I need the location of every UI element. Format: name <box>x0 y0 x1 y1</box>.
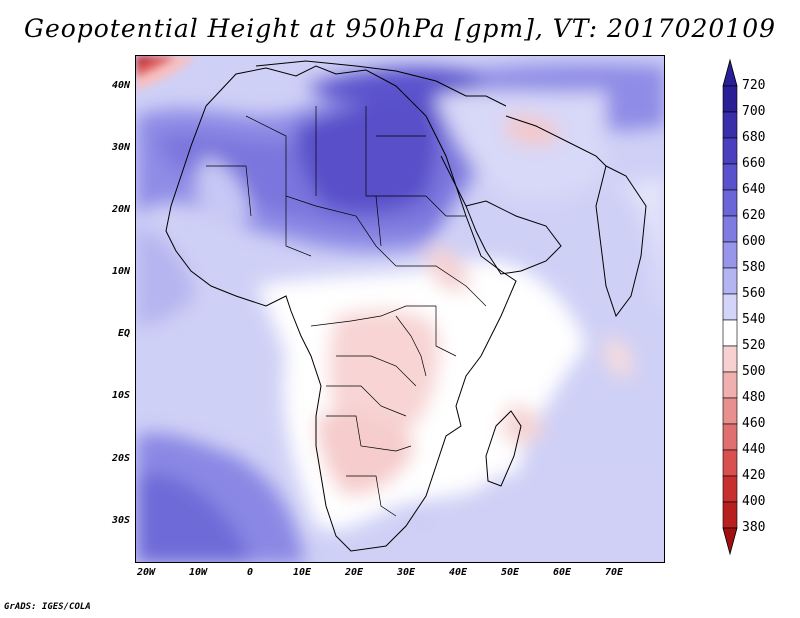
lon-label-50e: 50E <box>500 567 520 578</box>
colorbar-label-520: 520 <box>742 338 766 353</box>
colorbar-label-440: 440 <box>742 442 766 457</box>
lon-label-20w: 20W <box>136 567 156 578</box>
colorbar-label-460: 460 <box>742 416 766 431</box>
colorbar-swatch <box>722 215 738 243</box>
colorbar-swatch <box>722 345 738 373</box>
grads-credit: GrADS: IGES/COLA <box>4 602 91 612</box>
colorbar-label-660: 660 <box>742 156 766 171</box>
lat-label-10n: 10N <box>111 266 130 277</box>
colorbar-swatch <box>722 137 738 165</box>
colorbar-top-arrow <box>722 58 738 87</box>
lon-label-10e: 10E <box>292 567 312 578</box>
colorbar-swatch <box>722 293 738 321</box>
lon-label-0: 0 <box>246 567 254 578</box>
lat-label-10s: 10S <box>111 390 130 401</box>
colorbar-label-600: 600 <box>742 234 766 249</box>
colorbar-swatch <box>722 85 738 113</box>
map-panel[interactable] <box>135 55 665 563</box>
lon-label-60e: 60E <box>552 567 572 578</box>
height-field-shading <box>136 64 664 562</box>
colorbar-swatch <box>722 475 738 503</box>
map-title: Geopotential Height at 950hPa [gpm], VT:… <box>23 14 777 43</box>
colorbar-swatch <box>722 241 738 269</box>
colorbar-label-400: 400 <box>742 494 766 509</box>
lat-label-eq: EQ <box>117 328 130 339</box>
colorbar-swatch <box>722 371 738 399</box>
colorbar-swatch <box>722 449 738 477</box>
colorbar-swatch <box>722 267 738 295</box>
colorbar-label-620: 620 <box>742 208 766 223</box>
coastlines <box>165 60 647 552</box>
colorbar-label-560: 560 <box>742 286 766 301</box>
lat-label-20n: 20N <box>111 204 130 215</box>
lat-label-40n: 40N <box>111 80 130 91</box>
colorbar-label-680: 680 <box>742 130 766 145</box>
colorbar-label-480: 480 <box>742 390 766 405</box>
lon-label-70e: 70E <box>604 567 624 578</box>
colorbar-label-380: 380 <box>742 520 766 535</box>
colorbar-label-720: 720 <box>742 78 766 93</box>
colorbar-swatch <box>722 397 738 425</box>
map-field <box>136 56 664 562</box>
colorbar-swatch <box>722 501 738 529</box>
lon-label-40e: 40E <box>448 567 468 578</box>
colorbar-label-700: 700 <box>742 104 766 119</box>
colorbar-swatch <box>722 111 738 139</box>
lon-label-10w: 10W <box>188 567 208 578</box>
colorbar-swatch <box>722 319 738 347</box>
colorbar-label-500: 500 <box>742 364 766 379</box>
country-borders <box>206 106 487 517</box>
lat-label-30s: 30S <box>111 515 130 526</box>
lat-label-30n: 30N <box>111 142 130 153</box>
lon-label-20e: 20E <box>344 567 364 578</box>
colorbar-bottom-arrow <box>722 527 738 556</box>
colorbar-label-580: 580 <box>742 260 766 275</box>
lon-label-30e: 30E <box>396 567 416 578</box>
colorbar-swatch <box>722 189 738 217</box>
northwest-low <box>136 56 196 91</box>
colorbar-swatch <box>722 423 738 451</box>
colorbar-label-420: 420 <box>742 468 766 483</box>
lat-label-20s: 20S <box>111 453 130 464</box>
colorbar-swatch <box>722 163 738 191</box>
colorbar-label-540: 540 <box>742 312 766 327</box>
colorbar-label-640: 640 <box>742 182 766 197</box>
